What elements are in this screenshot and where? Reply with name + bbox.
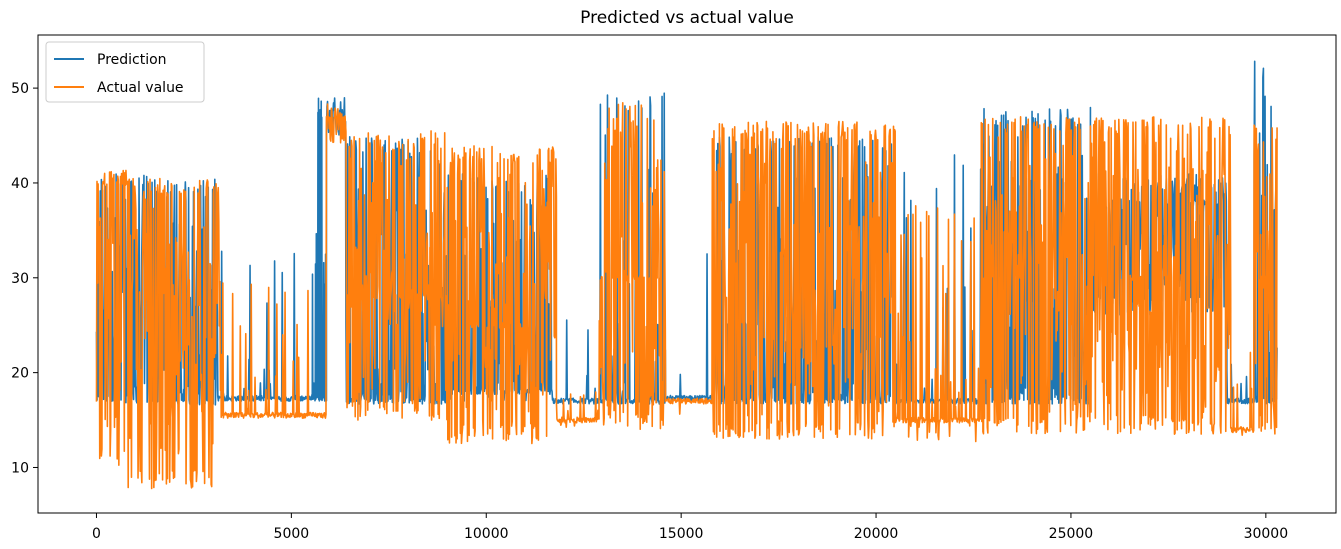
y-axis: 10 20 30 40 50 <box>11 81 38 476</box>
x-tick-label: 15000 <box>659 526 704 542</box>
x-tick-label: 30000 <box>1244 526 1289 542</box>
x-tick-label: 10000 <box>464 526 509 542</box>
x-axis: 0 5000 10000 15000 20000 25000 30000 <box>92 513 1288 542</box>
x-tick-label: 0 <box>92 526 101 542</box>
x-tick-label: 25000 <box>1049 526 1094 542</box>
y-tick-label: 30 <box>11 271 29 287</box>
legend-box <box>45 41 205 103</box>
x-tick-label: 5000 <box>274 526 310 542</box>
legend-label: Actual value <box>97 80 184 96</box>
series-line-actual-value <box>95 101 1278 490</box>
series-layer <box>95 60 1278 490</box>
legend: Prediction Actual value <box>45 41 205 103</box>
y-tick-label: 10 <box>11 460 29 476</box>
chart-title: Predicted vs actual value <box>580 8 794 28</box>
x-tick-label: 20000 <box>854 526 899 542</box>
plot-frame <box>37 34 1337 514</box>
y-tick-label: 50 <box>11 81 29 97</box>
y-tick-label: 20 <box>11 366 29 382</box>
legend-label: Prediction <box>97 52 167 68</box>
y-tick-label: 40 <box>11 176 29 192</box>
